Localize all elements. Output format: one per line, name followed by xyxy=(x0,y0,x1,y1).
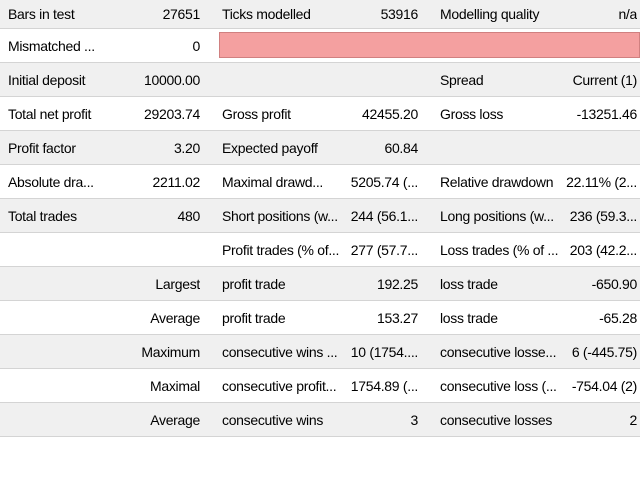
expected-payoff-value: 60.84 xyxy=(384,139,418,156)
bars-in-test-value: 27651 xyxy=(162,6,200,22)
spread-label: Spread xyxy=(440,71,484,88)
gross-profit-value: 42455.20 xyxy=(362,105,418,122)
report-row-average-trade: Average profit trade 153.27 loss trade -… xyxy=(0,301,640,335)
mismatched-errors-value: 0 xyxy=(192,37,201,54)
average-profit-trade-value: 153.27 xyxy=(376,309,418,326)
largest-profit-trade-label: profit trade xyxy=(222,275,286,292)
long-positions-value: 236 (59.3... xyxy=(569,207,637,224)
average-consecutive-wins-value: 3 xyxy=(410,411,419,428)
ticks-modelled-value: 53916 xyxy=(380,6,418,22)
largest-loss-trade-label: loss trade xyxy=(440,275,498,292)
maximal-drawdown-value: 5205.74 (... xyxy=(350,173,418,190)
max-consecutive-wins-label: consecutive wins ... xyxy=(222,343,338,360)
spread-value: Current (1) xyxy=(572,71,637,88)
maximal-drawdown-label: Maximal drawd... xyxy=(222,173,324,190)
largest-label: Largest xyxy=(155,275,200,292)
max-consecutive-losses-value: 6 (-445.75) xyxy=(571,343,637,360)
absolute-drawdown-value: 2211.02 xyxy=(152,173,200,190)
initial-deposit-value: 10000.00 xyxy=(144,71,200,88)
total-net-profit-label: Total net profit xyxy=(8,105,92,122)
report-row-drawdown: Absolute dra... 2211.02 Maximal drawd...… xyxy=(0,165,640,199)
short-positions-value: 244 (56.1... xyxy=(350,207,418,224)
gross-loss-label: Gross loss xyxy=(440,105,504,122)
average-consecutive-label: Average xyxy=(150,411,200,428)
total-trades-value: 480 xyxy=(177,207,200,224)
max-consecutive-losses-label: consecutive losse... xyxy=(440,343,557,360)
profit-factor-label: Profit factor xyxy=(8,139,76,156)
report-row-profit-loss-trades: Profit trades (% of... 277 (57.7... Loss… xyxy=(0,233,640,267)
report-row-maximum-consecutive: Maximum consecutive wins ... 10 (1754...… xyxy=(0,335,640,369)
maximal-consecutive-loss-label: consecutive loss (... xyxy=(440,377,557,394)
modelling-quality-label: Modelling quality xyxy=(440,6,540,22)
average-consecutive-losses-value: 2 xyxy=(629,411,638,428)
largest-profit-trade-value: 192.25 xyxy=(376,275,418,292)
modelling-quality-bar xyxy=(219,32,640,58)
ticks-modelled-label: Ticks modelled xyxy=(222,6,311,22)
profit-trades-value: 277 (57.7... xyxy=(350,241,418,258)
report-row-maximal-consecutive: Maximal consecutive profit... 1754.89 (.… xyxy=(0,369,640,403)
report-row-mismatched: Mismatched ... 0 xyxy=(0,29,640,63)
report-row-bars: Bars in test 27651 Ticks modelled 53916 … xyxy=(0,0,640,29)
expected-payoff-label: Expected payoff xyxy=(222,139,318,156)
relative-drawdown-label: Relative drawdown xyxy=(440,173,554,190)
report-row-largest: Largest profit trade 192.25 loss trade -… xyxy=(0,267,640,301)
report-row-total-trades: Total trades 480 Short positions (w... 2… xyxy=(0,199,640,233)
long-positions-label: Long positions (w... xyxy=(440,207,554,224)
maximal-consecutive-profit-value: 1754.89 (... xyxy=(350,377,418,394)
modelling-quality-value: n/a xyxy=(618,6,637,22)
bars-in-test-label: Bars in test xyxy=(8,6,75,22)
relative-drawdown-value: 22.11% (2... xyxy=(566,173,637,190)
mismatched-errors-label: Mismatched ... xyxy=(8,37,95,54)
average-loss-trade-label: loss trade xyxy=(440,309,498,326)
profit-factor-value: 3.20 xyxy=(173,139,200,156)
average-label: Average xyxy=(150,309,200,326)
average-consecutive-losses-label: consecutive losses xyxy=(440,411,553,428)
report-row-deposit: Initial deposit 10000.00 Spread Current … xyxy=(0,63,640,97)
gross-loss-value: -13251.46 xyxy=(576,105,637,122)
loss-trades-value: 203 (42.2... xyxy=(569,241,637,258)
strategy-tester-report: Bars in test 27651 Ticks modelled 53916 … xyxy=(0,0,640,437)
report-row-average-consecutive: Average consecutive wins 3 consecutive l… xyxy=(0,403,640,437)
average-profit-trade-label: profit trade xyxy=(222,309,286,326)
average-loss-trade-value: -65.28 xyxy=(599,309,637,326)
maximal-consecutive-profit-label: consecutive profit... xyxy=(222,377,337,394)
loss-trades-label: Loss trades (% of ... xyxy=(440,241,559,258)
max-consecutive-wins-value: 10 (1754.... xyxy=(350,343,418,360)
maximal-consecutive-loss-value: -754.04 (2) xyxy=(571,377,637,394)
initial-deposit-label: Initial deposit xyxy=(8,71,86,88)
maximal-label: Maximal xyxy=(149,377,200,394)
total-net-profit-value: 29203.74 xyxy=(144,105,200,122)
total-trades-label: Total trades xyxy=(8,207,77,224)
absolute-drawdown-label: Absolute dra... xyxy=(8,173,94,190)
maximum-label: Maximum xyxy=(141,343,200,360)
average-consecutive-wins-label: consecutive wins xyxy=(222,411,324,428)
report-row-net-profit: Total net profit 29203.74 Gross profit 4… xyxy=(0,97,640,131)
short-positions-label: Short positions (w... xyxy=(222,207,338,224)
largest-loss-trade-value: -650.90 xyxy=(591,275,637,292)
report-row-profit-factor: Profit factor 3.20 Expected payoff 60.84 xyxy=(0,131,640,165)
profit-trades-label: Profit trades (% of... xyxy=(222,241,340,258)
gross-profit-label: Gross profit xyxy=(222,105,291,122)
